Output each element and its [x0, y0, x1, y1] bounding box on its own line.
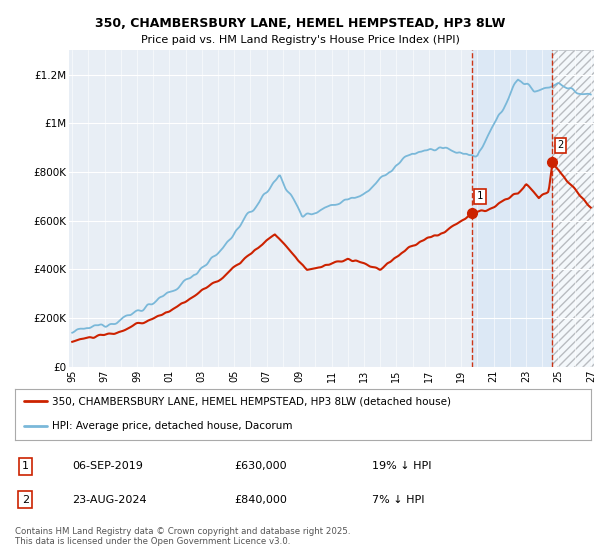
- Text: £840,000: £840,000: [234, 494, 287, 505]
- Text: 19% ↓ HPI: 19% ↓ HPI: [372, 461, 431, 472]
- Text: HPI: Average price, detached house, Dacorum: HPI: Average price, detached house, Daco…: [52, 422, 293, 432]
- Text: 2: 2: [557, 141, 563, 150]
- Text: 7% ↓ HPI: 7% ↓ HPI: [372, 494, 425, 505]
- Text: 350, CHAMBERSBURY LANE, HEMEL HEMPSTEAD, HP3 8LW: 350, CHAMBERSBURY LANE, HEMEL HEMPSTEAD,…: [95, 17, 505, 30]
- Text: 2: 2: [22, 494, 29, 505]
- Text: 1: 1: [22, 461, 29, 472]
- Text: 350, CHAMBERSBURY LANE, HEMEL HEMPSTEAD, HP3 8LW (detached house): 350, CHAMBERSBURY LANE, HEMEL HEMPSTEAD,…: [52, 396, 451, 407]
- Text: 06-SEP-2019: 06-SEP-2019: [73, 461, 143, 472]
- Text: 1: 1: [477, 192, 483, 202]
- Text: £630,000: £630,000: [234, 461, 287, 472]
- Bar: [553, 50, 594, 367]
- Text: 23-AUG-2024: 23-AUG-2024: [73, 494, 147, 505]
- Text: Price paid vs. HM Land Registry's House Price Index (HPI): Price paid vs. HM Land Registry's House …: [140, 35, 460, 45]
- Bar: [472, 50, 553, 367]
- Text: Contains HM Land Registry data © Crown copyright and database right 2025.
This d: Contains HM Land Registry data © Crown c…: [15, 526, 350, 546]
- Bar: [553, 50, 594, 367]
